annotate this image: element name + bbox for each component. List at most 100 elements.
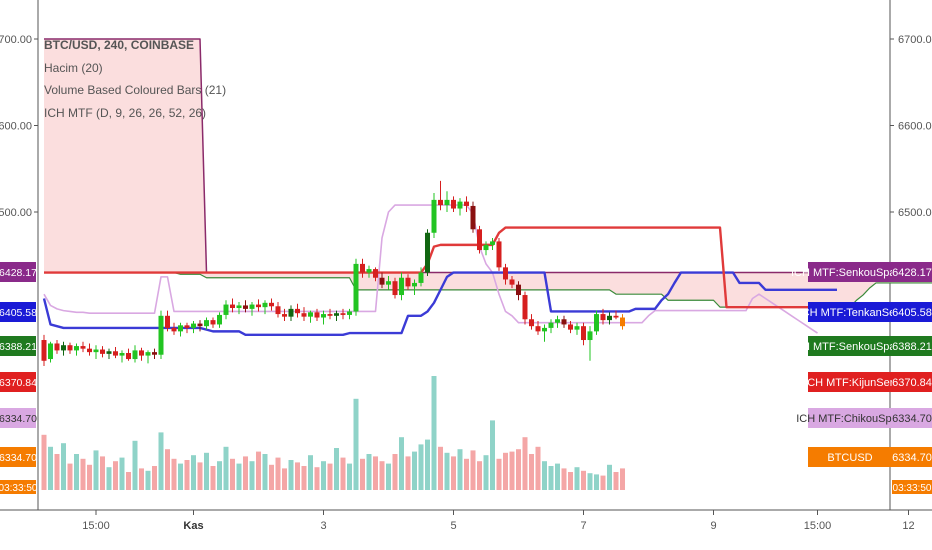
candle-body [360, 263, 365, 273]
volume-bar [386, 463, 391, 490]
cloud-segment [603, 272, 610, 290]
cloud-segment [154, 39, 161, 273]
price-tag-left-value: 6388.21 [0, 341, 37, 353]
candle-body [48, 343, 53, 360]
cloud-segment [304, 272, 311, 278]
volume-bar [178, 463, 183, 490]
cloud-segment [167, 39, 174, 273]
candle-body [470, 205, 476, 230]
volume-bar [561, 468, 567, 490]
series-name-label: ICH MTF:SenkouSpanB [791, 267, 909, 279]
cloud-segment [193, 39, 200, 275]
cloud-segment [258, 272, 265, 278]
volume-bar [399, 437, 404, 490]
volume-bar [275, 457, 281, 490]
candle-body [314, 312, 320, 318]
volume-bar [145, 470, 151, 490]
cloud-segment [609, 272, 616, 295]
series-name-label: ICH MTF:KijunSen [804, 377, 896, 389]
price-tag [892, 302, 932, 322]
price-tag [892, 447, 932, 467]
volume-bar [327, 463, 333, 490]
candle-body [509, 279, 515, 285]
candle-body [613, 315, 619, 318]
volume-bar [438, 446, 443, 490]
volume-bar [165, 449, 170, 490]
cloud-segment [343, 272, 350, 278]
volume-bar [451, 456, 456, 490]
series-name-tag [808, 262, 892, 282]
candle-body [158, 315, 164, 355]
volume-bar [126, 472, 131, 490]
candle-body [555, 319, 560, 323]
candle-body [483, 244, 489, 251]
cloud-segment [642, 272, 649, 295]
countdown-tag [0, 480, 36, 494]
cloud-segment [564, 272, 571, 290]
volume-bar [230, 458, 235, 490]
price-tag-left [0, 372, 36, 392]
volume-bar [522, 437, 528, 490]
candle-body [295, 308, 300, 314]
cloud-segment [479, 272, 486, 290]
candle-body [542, 327, 547, 332]
cloud-segment [291, 272, 298, 278]
volume-bar [516, 449, 521, 490]
cloud-segment [707, 272, 714, 301]
candle-body [451, 199, 456, 209]
price-tag-value: 6405.58 [892, 307, 932, 319]
candle-body [503, 267, 508, 280]
candle-body [223, 304, 229, 315]
candle-body [80, 346, 86, 349]
cloud-segment [297, 272, 304, 278]
candle-body [171, 327, 177, 332]
cloud-segment [219, 272, 226, 278]
volume-bar [314, 467, 320, 490]
candle-body [236, 305, 242, 309]
cloud-segment [661, 272, 668, 301]
cloud-segment [83, 39, 90, 273]
volume-bar [620, 468, 625, 490]
countdown-text: 03:33:50 [0, 483, 38, 494]
cloud-segment [525, 272, 532, 290]
candle-body [243, 305, 248, 309]
cloud-segment [213, 272, 220, 278]
volume-bar [243, 456, 248, 490]
cloud-segment [752, 272, 759, 308]
cloud-segment [551, 272, 558, 290]
volume-bar [54, 454, 60, 490]
candle-body [152, 352, 157, 355]
cloud-segment [473, 272, 480, 290]
volume-bar [87, 464, 92, 490]
cloud-segment [655, 272, 662, 295]
candle-body [308, 312, 313, 317]
candle-body [210, 320, 216, 325]
volume-bar [184, 460, 190, 490]
cloud-segment [746, 272, 753, 308]
volume-bar [217, 461, 222, 490]
candle-body [165, 315, 170, 328]
volume-bar [373, 456, 378, 490]
volume-bar [152, 466, 157, 490]
price-tag-left [0, 262, 36, 282]
volume-bar [477, 461, 482, 490]
volume-bar [431, 376, 437, 490]
cloud-segment [161, 39, 168, 273]
volume-bar [587, 473, 593, 490]
legend-volume: Hacim (20) [44, 60, 103, 75]
candle-body [425, 232, 430, 273]
cloud-segment [557, 272, 564, 290]
candle-body [93, 349, 99, 353]
price-tag-left-value: 6405.58 [0, 307, 37, 319]
candle-body [340, 313, 346, 315]
candle-body [600, 314, 606, 321]
volume-bar [93, 450, 99, 490]
x-tick-label: 15:00 [82, 520, 110, 532]
candle-body [464, 201, 469, 206]
volume-bar [392, 454, 398, 490]
candle-body [457, 201, 463, 209]
cloud-segment [330, 272, 337, 278]
x-tick-label: 7 [580, 520, 586, 532]
candle-body [535, 326, 541, 332]
